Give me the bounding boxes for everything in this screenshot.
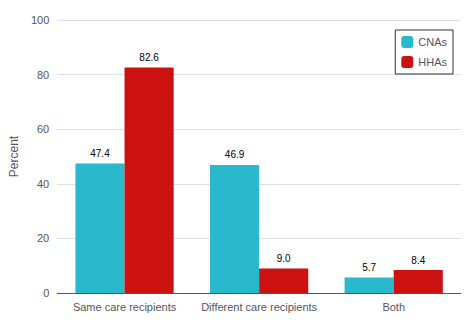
svg-text:46.9: 46.9: [225, 149, 245, 160]
svg-text:60: 60: [37, 123, 49, 135]
svg-text:9.0: 9.0: [277, 253, 291, 264]
svg-text:100: 100: [31, 14, 49, 26]
svg-text:40: 40: [37, 178, 49, 190]
svg-text:20: 20: [37, 232, 49, 244]
svg-text:47.4: 47.4: [90, 148, 110, 159]
svg-text:0: 0: [43, 287, 49, 299]
svg-text:8.4: 8.4: [411, 255, 425, 266]
svg-text:Different care recipients: Different care recipients: [201, 301, 317, 313]
svg-text:Both: Both: [382, 301, 405, 313]
svg-text:Same care recipients: Same care recipients: [73, 301, 177, 313]
svg-text:5.7: 5.7: [362, 262, 376, 273]
svg-text:HHAs: HHAs: [418, 56, 447, 68]
svg-text:82.6: 82.6: [139, 52, 159, 63]
svg-text:CNAs: CNAs: [418, 36, 447, 48]
svg-text:80: 80: [37, 69, 49, 81]
svg-text:Percent: Percent: [7, 135, 21, 177]
